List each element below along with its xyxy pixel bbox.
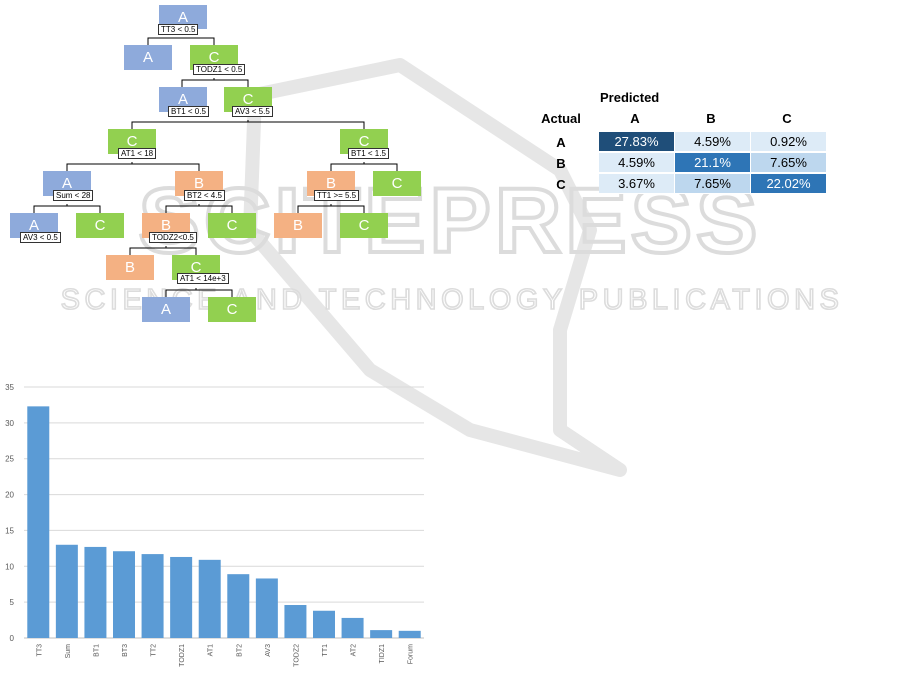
x-tick-label: TIDZ1 bbox=[379, 644, 386, 664]
y-tick-label: 10 bbox=[5, 562, 14, 571]
y-tick-label: 30 bbox=[5, 419, 14, 428]
tree-split-condition: AV3 < 5.5 bbox=[232, 106, 273, 117]
y-tick-label: 20 bbox=[5, 491, 14, 500]
x-tick-label: Forum bbox=[408, 644, 415, 664]
feature-importance-chart: 0 5 10 15 20 25 30 35 TT3 Sum BT1 BT3 TT2 TODZ1 AT1 BT2… bbox=[5, 383, 424, 667]
bar-at1 bbox=[198, 559, 221, 638]
x-tick-label: BT1 bbox=[93, 644, 100, 657]
tree-split-condition: BT2 < 4.5 bbox=[184, 190, 225, 201]
cm-cell: 27.83% bbox=[599, 132, 675, 152]
tree-split-condition: TODZ1 < 0.5 bbox=[193, 64, 246, 75]
tree-edge bbox=[181, 78, 249, 87]
x-tick-label: AT2 bbox=[351, 644, 358, 656]
cm-cell: 7.65% bbox=[751, 153, 827, 173]
cm-predicted-title: Predicted bbox=[600, 90, 660, 105]
cm-row-label: C bbox=[556, 177, 566, 192]
tree-edge bbox=[33, 204, 101, 213]
bar-tt3 bbox=[27, 406, 50, 638]
bar-bt2 bbox=[227, 574, 250, 638]
cm-row-label: A bbox=[556, 135, 566, 150]
x-tick-label: TT1 bbox=[322, 644, 329, 657]
bar-todz1 bbox=[170, 556, 193, 638]
tree-edge bbox=[147, 37, 215, 45]
tree-edge bbox=[129, 246, 197, 255]
tree-split-condition: AT1 < 14e+3 bbox=[177, 273, 229, 284]
cm-col-a: A bbox=[630, 111, 640, 126]
tree-split-condition: TODZ2<0.5 bbox=[149, 232, 197, 243]
tree-edge bbox=[66, 162, 200, 171]
bar-sum bbox=[55, 544, 78, 638]
bar-tt2 bbox=[141, 554, 164, 638]
bar-av3 bbox=[255, 578, 278, 638]
y-tick-label: 25 bbox=[5, 455, 14, 464]
cm-cell: 4.59% bbox=[675, 132, 751, 152]
x-tick-label: TODZ2 bbox=[293, 644, 300, 667]
tree-edge bbox=[131, 120, 365, 129]
cm-cell: 21.1% bbox=[675, 153, 751, 173]
tree-split-condition: AT1 < 18 bbox=[118, 148, 157, 159]
x-tick-label: AT1 bbox=[208, 644, 215, 656]
tree-node-class-c: C bbox=[208, 297, 256, 322]
watermark-swoosh bbox=[243, 58, 627, 477]
x-tick-label: TODZ1 bbox=[179, 644, 186, 667]
tree-split-condition: AV3 < 0.5 bbox=[20, 232, 61, 243]
tree-node-class-c: C bbox=[340, 213, 388, 238]
tree-split-condition: BT1 < 0.5 bbox=[168, 106, 209, 117]
bar-tt1 bbox=[313, 610, 335, 638]
x-tick-label: Sum bbox=[65, 644, 72, 659]
cm-cell: 7.65% bbox=[675, 174, 751, 194]
cm-row-label: B bbox=[556, 156, 566, 171]
tree-node-class-b: B bbox=[274, 213, 322, 238]
tree-split-condition: Sum < 28 bbox=[53, 190, 94, 201]
x-tick-label: BT3 bbox=[122, 644, 129, 657]
tree-node-class-c: C bbox=[373, 171, 421, 196]
x-tick-label: TT3 bbox=[36, 644, 43, 657]
y-tick-label: 5 bbox=[10, 598, 15, 607]
y-tick-label: 15 bbox=[5, 526, 14, 535]
tree-split-condition: TT1 >= 5.5 bbox=[314, 190, 360, 201]
tree-edge bbox=[165, 204, 233, 213]
cm-row-title: Actual bbox=[541, 111, 581, 126]
y-tick-label: 35 bbox=[5, 383, 14, 392]
bar-todz2 bbox=[284, 605, 307, 638]
tree-split-condition: TT3 < 0.5 bbox=[158, 24, 199, 35]
tree-edge bbox=[330, 162, 398, 171]
tree-edge bbox=[165, 288, 233, 297]
cm-col-b: B bbox=[706, 111, 716, 126]
cm-cell: 0.92% bbox=[751, 132, 827, 152]
cm-col-c: C bbox=[782, 111, 792, 126]
x-tick-label: BT2 bbox=[236, 644, 243, 657]
bar-bt1 bbox=[84, 546, 107, 638]
tree-node-class-a: A bbox=[142, 297, 190, 322]
cm-cell: 3.67% bbox=[599, 174, 675, 194]
x-tick-label: AV3 bbox=[265, 644, 272, 657]
cm-cell: 22.02% bbox=[751, 174, 827, 194]
tree-node-class-b: B bbox=[106, 255, 154, 280]
bar-forum bbox=[398, 630, 421, 638]
y-tick-label: 0 bbox=[10, 634, 15, 643]
tree-node-class-a: A bbox=[124, 45, 172, 70]
cm-cell: 4.59% bbox=[599, 153, 675, 173]
bar-tidz1 bbox=[370, 630, 393, 638]
tree-edge bbox=[297, 204, 365, 213]
tree-split-condition: BT1 < 1.5 bbox=[348, 148, 389, 159]
tree-node-class-c: C bbox=[76, 213, 124, 238]
bar-bt3 bbox=[113, 551, 135, 638]
tree-node-class-c: C bbox=[208, 213, 256, 238]
x-tick-label: TT2 bbox=[151, 644, 158, 657]
bar-at2 bbox=[341, 617, 364, 638]
